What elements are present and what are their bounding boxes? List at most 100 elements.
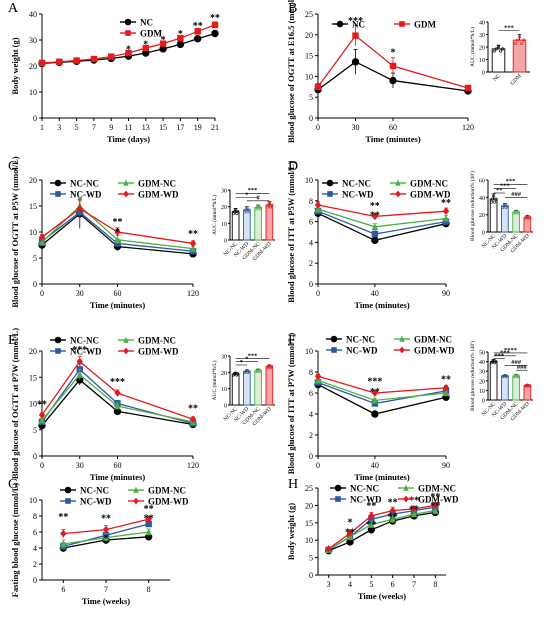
y-tick-label: 8	[309, 368, 313, 377]
significance-mark: ***	[500, 350, 510, 357]
x-tick-label: 15	[159, 123, 167, 132]
significance-mark: **	[430, 492, 440, 503]
x-axis-label: Time (minutes)	[90, 472, 145, 482]
x-tick-label: 60	[114, 289, 122, 298]
y-axis-label: Blood glucose of ITT at P5W (mmol/L)	[286, 161, 296, 303]
data-point	[189, 415, 197, 424]
data-point	[389, 76, 397, 85]
x-tick-label: 8	[433, 580, 437, 589]
legend-label: GDM-WD	[138, 190, 179, 200]
data-point	[102, 533, 110, 541]
data-point	[90, 55, 98, 63]
y-tick-label: 0	[33, 280, 37, 289]
y-tick-label: 30	[221, 355, 227, 361]
legend-label: NC-NC	[346, 335, 375, 345]
data-point	[346, 529, 354, 538]
y-tick-label: 0	[224, 239, 227, 245]
panel-letter: H	[288, 477, 298, 492]
data-point	[352, 32, 359, 39]
significance-mark: ***	[506, 178, 516, 185]
y-tick-label: 6	[33, 528, 37, 537]
legend-label: NC-WD	[342, 190, 374, 200]
individual-point	[503, 202, 507, 206]
y-tick-label: 2	[309, 259, 313, 268]
significance-mark: **	[144, 514, 154, 525]
individual-point	[236, 210, 240, 214]
significance-mark: *	[240, 359, 243, 366]
x-tick-label: 13	[142, 123, 150, 132]
significance-mark: *	[245, 191, 248, 198]
bar	[265, 366, 274, 406]
significance-mark: **	[101, 514, 111, 525]
significance-mark: *	[115, 227, 120, 238]
legend-label: NC-NC	[70, 179, 99, 189]
significance-mark: **	[409, 504, 419, 515]
series-line	[41, 211, 194, 252]
y-tick-label: 0	[309, 280, 313, 289]
bar	[523, 385, 532, 401]
data-point	[410, 505, 418, 513]
y-axis-label: Blood glucose of ITT at P7W (mmol/L)	[286, 333, 296, 475]
individual-point	[499, 49, 503, 53]
data-point	[64, 486, 72, 494]
y-tick-label: 2	[33, 560, 37, 569]
individual-point	[489, 200, 493, 204]
y-tick-label: 0	[309, 452, 313, 461]
y-tick-label: 30	[29, 36, 37, 45]
data-point	[38, 416, 46, 424]
x-axis-label: Time (minutes)	[365, 134, 420, 144]
data-point	[189, 244, 197, 252]
data-point	[464, 84, 472, 92]
y-tick-label: 5	[309, 93, 313, 102]
significance-mark: *	[245, 356, 248, 363]
x-axis-label: Time (weeks)	[358, 591, 406, 601]
data-point	[314, 83, 322, 90]
data-point	[108, 53, 115, 60]
significance-mark: **	[345, 528, 355, 539]
y-tick-label: 0	[482, 231, 485, 237]
bar	[489, 361, 498, 401]
legend-label: GDM	[140, 29, 163, 39]
x-axis-label: Time (weeks)	[82, 596, 130, 606]
significance-mark: **	[366, 520, 376, 531]
data-point	[145, 528, 152, 536]
x-tick-label: 7	[104, 585, 108, 594]
data-point	[389, 506, 396, 515]
data-point	[102, 525, 110, 534]
data-point	[177, 34, 184, 42]
data-point	[114, 402, 121, 410]
x-tick-label: 1	[40, 123, 44, 132]
data-point	[76, 357, 83, 366]
y-tick-label: 10	[29, 88, 37, 97]
legend-label: GDM-NC	[148, 486, 186, 496]
significance-mark: ###	[511, 359, 522, 366]
series-GDM	[314, 24, 472, 92]
individual-point	[516, 374, 520, 378]
legend-label: NC-NC	[350, 484, 379, 494]
y-axis-label: AUC (mmol*h/L)	[211, 195, 218, 235]
panel-letter: G	[8, 477, 18, 492]
bar	[243, 209, 251, 241]
legend-label: GDM-WD	[418, 495, 459, 505]
x-tick-label: 3	[327, 580, 331, 589]
y-tick-label: 40	[29, 10, 37, 19]
x-tick-label: 11	[125, 123, 133, 132]
significance-mark: #	[257, 195, 261, 202]
individual-point	[492, 49, 496, 53]
legend-label: NC-WD	[70, 347, 102, 357]
x-tick-label: 30	[76, 289, 84, 298]
individual-point	[234, 208, 238, 212]
individual-point	[256, 204, 260, 208]
y-tick-label: 15	[305, 52, 313, 61]
data-point	[73, 57, 80, 64]
legend-label: GDM	[414, 20, 437, 30]
y-tick-label: 0	[33, 452, 37, 461]
significance-mark: ###	[517, 364, 528, 371]
significance-mark: ***	[110, 377, 125, 388]
individual-point	[501, 47, 505, 51]
data-point	[389, 62, 397, 70]
y-tick-label: 15	[29, 202, 37, 211]
legend-label: GDM-WD	[148, 497, 189, 507]
y-axis-label: Blood glucose reduction% (40')	[469, 341, 476, 411]
